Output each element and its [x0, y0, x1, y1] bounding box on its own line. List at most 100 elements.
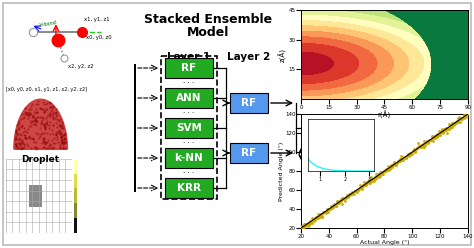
Point — [42, 116, 49, 120]
Point — [61, 141, 68, 145]
Bar — [74, 203, 77, 218]
Point — [29, 115, 36, 119]
Point — [18, 146, 26, 150]
Point — [33, 107, 40, 111]
Point — [55, 130, 63, 134]
Point — [354, 188, 361, 192]
Point — [58, 122, 66, 126]
Point — [33, 119, 41, 123]
Point — [374, 172, 382, 176]
Point — [33, 110, 40, 114]
Point — [373, 172, 380, 176]
Point — [298, 224, 306, 228]
Point — [32, 120, 40, 124]
Point — [379, 172, 387, 176]
Point — [457, 116, 465, 120]
Point — [421, 141, 428, 145]
Point — [17, 144, 24, 148]
Point — [56, 118, 64, 122]
Point — [24, 113, 32, 117]
Point — [55, 131, 62, 135]
Point — [354, 188, 362, 192]
Point — [59, 141, 67, 145]
Point — [43, 107, 51, 111]
Point — [388, 163, 395, 167]
Point — [60, 136, 68, 140]
Point — [42, 107, 50, 111]
Point — [434, 133, 441, 137]
Point — [40, 137, 47, 141]
Point — [37, 120, 45, 124]
Point — [329, 204, 337, 208]
Point — [439, 129, 447, 133]
Point — [328, 204, 335, 208]
Point — [18, 125, 25, 129]
Point — [48, 107, 55, 111]
Point — [54, 130, 62, 134]
Point — [393, 161, 401, 165]
Point — [363, 180, 371, 184]
Point — [56, 145, 64, 149]
Point — [41, 127, 48, 131]
Point — [419, 144, 427, 148]
Point — [45, 100, 53, 104]
Point — [418, 144, 426, 148]
Text: Droplet: Droplet — [21, 155, 60, 164]
Point — [59, 146, 67, 150]
Point — [12, 129, 20, 133]
Point — [46, 105, 54, 109]
Point — [367, 180, 375, 184]
Point — [356, 183, 364, 187]
Point — [387, 164, 395, 168]
Text: · · ·: · · · — [183, 140, 195, 146]
Point — [14, 132, 22, 136]
Point — [310, 219, 318, 223]
Point — [52, 122, 60, 125]
Point — [417, 145, 424, 149]
Point — [427, 138, 435, 142]
Point — [39, 131, 46, 135]
Point — [43, 114, 51, 118]
Point — [52, 133, 60, 137]
Point — [378, 171, 385, 175]
Point — [308, 221, 315, 225]
Point — [426, 139, 433, 143]
Point — [350, 191, 357, 195]
Point — [343, 193, 351, 197]
Point — [15, 125, 22, 129]
Bar — [74, 159, 77, 174]
Text: RF: RF — [182, 63, 197, 73]
Point — [375, 175, 383, 179]
Point — [32, 123, 39, 127]
Text: SVM: SVM — [176, 123, 202, 133]
Point — [28, 102, 36, 106]
Point — [429, 139, 437, 143]
Point — [54, 118, 62, 122]
Point — [320, 210, 328, 214]
Point — [304, 224, 312, 228]
Point — [380, 169, 387, 173]
Point — [347, 192, 355, 196]
Point — [47, 115, 55, 119]
Bar — [165, 58, 213, 78]
Point — [384, 164, 392, 168]
Point — [349, 191, 356, 195]
Point — [47, 109, 55, 113]
Point — [299, 223, 307, 227]
Point — [27, 124, 35, 128]
Point — [18, 147, 25, 151]
Point — [52, 107, 59, 111]
Text: Contact Angle: Contact Angle — [326, 15, 414, 25]
Point — [42, 121, 50, 125]
Point — [425, 138, 433, 142]
Point — [46, 101, 54, 105]
Point — [323, 207, 331, 211]
Point — [17, 140, 25, 144]
Point — [57, 135, 65, 139]
Point — [386, 166, 394, 170]
Point — [40, 136, 47, 140]
Point — [392, 163, 399, 167]
Point — [11, 142, 19, 146]
Point — [54, 113, 61, 117]
Point — [33, 111, 40, 115]
